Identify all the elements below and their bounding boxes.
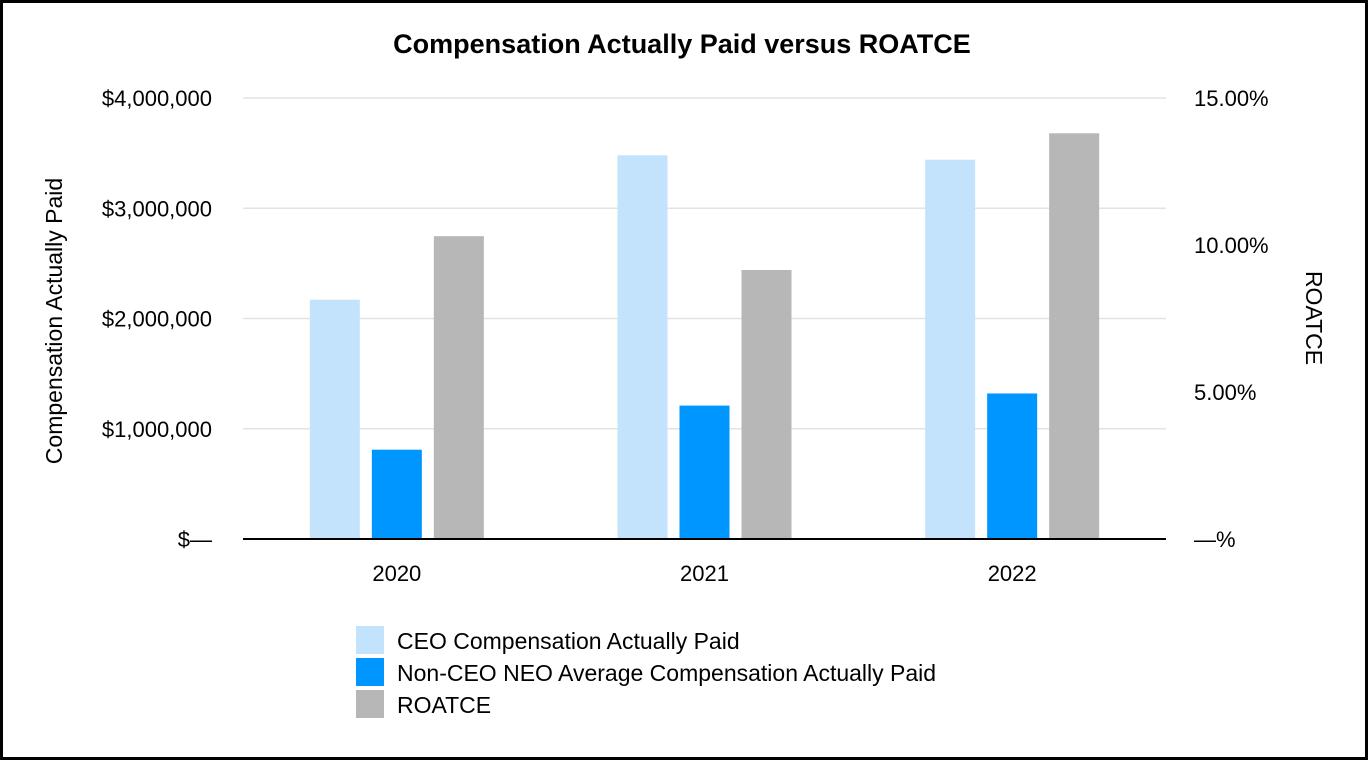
y-tick-label: $4,000,000 xyxy=(102,86,212,111)
bar-2-0 xyxy=(433,236,484,539)
chart-title: Compensation Actually Paid versus ROATCE xyxy=(393,29,971,59)
legend-swatch xyxy=(356,658,384,686)
y2-tick-label: —% xyxy=(1194,527,1236,552)
y2-tick-label: 10.00% xyxy=(1194,233,1269,258)
bar-2-1 xyxy=(741,269,792,539)
tick-labels: $— $1,000,000 $2,000,000 $3,000,000 $4,000,0… xyxy=(102,86,1269,586)
legend-label: CEO Compensation Actually Paid xyxy=(397,628,740,654)
y-tick-label: $— xyxy=(178,527,212,552)
bar-0-2 xyxy=(925,159,976,540)
x-tick-label: 2022 xyxy=(988,561,1037,586)
gridlines xyxy=(243,97,1166,430)
y-tick-label: $1,000,000 xyxy=(102,417,212,442)
y-tick-label: $3,000,000 xyxy=(102,196,212,221)
legend-swatch xyxy=(356,690,384,718)
y-axis-label: Compensation Actually Paid xyxy=(41,178,67,464)
x-tick-label: 2021 xyxy=(680,561,729,586)
bar-2-2 xyxy=(1049,133,1100,539)
legend: CEO Compensation Actually Paid Non-CEO NE… xyxy=(356,626,936,718)
legend-label: Non-CEO NEO Average Compensation Actuall… xyxy=(397,660,936,686)
bar-1-2 xyxy=(987,393,1038,539)
y2-tick-label: 5.00% xyxy=(1194,380,1256,405)
bars xyxy=(309,133,1100,540)
bar-0-1 xyxy=(617,155,668,539)
legend-label: ROATCE xyxy=(397,692,491,718)
y2-axis-label: ROATCE xyxy=(1301,271,1327,365)
legend-swatch xyxy=(356,626,384,654)
bar-1-0 xyxy=(371,449,422,539)
y-tick-label: $2,000,000 xyxy=(102,307,212,332)
y2-tick-label: 15.00% xyxy=(1194,86,1269,111)
bar-0-0 xyxy=(309,299,360,539)
bar-chart: $— $1,000,000 $2,000,000 $3,000,000 $4,000,0… xyxy=(41,29,1327,718)
bar-1-1 xyxy=(679,405,730,539)
x-tick-label: 2020 xyxy=(372,561,421,586)
